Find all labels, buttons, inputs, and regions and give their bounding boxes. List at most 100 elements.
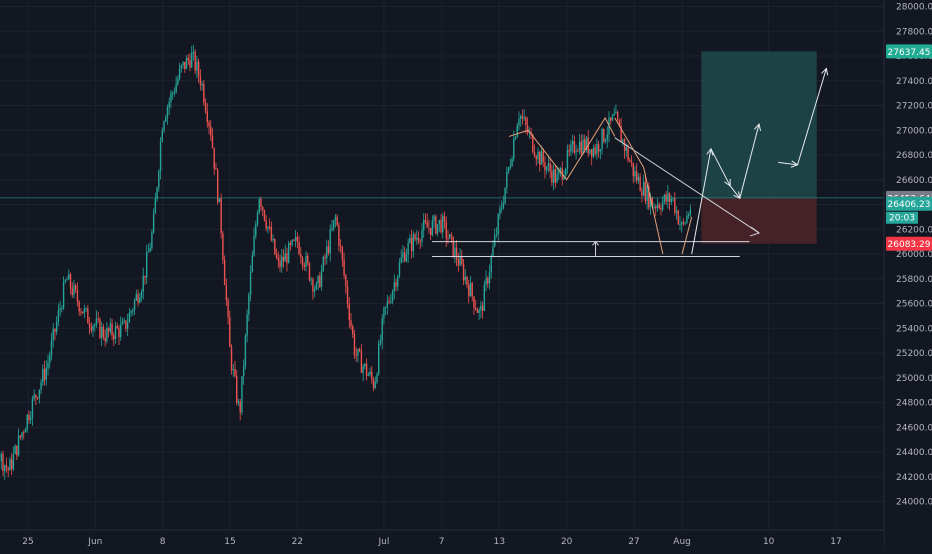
candle-body xyxy=(95,318,98,325)
candle-body xyxy=(634,171,636,177)
candle-body xyxy=(253,235,255,256)
candle-body xyxy=(85,308,87,310)
candle-body xyxy=(19,435,22,438)
position-zones xyxy=(701,51,817,244)
candle-body xyxy=(88,323,91,327)
candle-body xyxy=(203,83,205,103)
candle-body xyxy=(590,149,593,157)
candle-body xyxy=(421,230,423,242)
candle-body xyxy=(575,150,577,153)
time-axis[interactable]: 25 Jun 8 15 22 Jul 7 13 20 27 Aug 10 17 xyxy=(0,529,884,550)
candle-body xyxy=(62,282,65,309)
candle-body xyxy=(601,129,603,150)
candle-body xyxy=(234,368,236,376)
candle-body xyxy=(262,206,264,211)
candle-body xyxy=(279,260,281,267)
candle-body xyxy=(267,226,269,229)
candle-body xyxy=(611,115,614,121)
candle-body xyxy=(455,247,458,260)
candle-body xyxy=(130,311,132,313)
x-tick-label: 25 xyxy=(22,537,33,547)
candle-body xyxy=(639,176,641,192)
candle-body xyxy=(5,465,8,468)
candle-body xyxy=(277,257,279,261)
candle-body xyxy=(518,118,520,126)
candle-body xyxy=(365,363,368,376)
projection-segment xyxy=(739,123,760,199)
candle-body xyxy=(59,308,61,311)
candle-body xyxy=(454,247,456,257)
candle-body xyxy=(573,141,576,153)
candle-body xyxy=(582,139,584,154)
candle-body xyxy=(61,308,63,310)
candle-body xyxy=(255,224,257,236)
candle-body xyxy=(118,328,120,338)
price-axis[interactable]: 28000.0027800.0027600.0027400.0027200.00… xyxy=(883,0,932,550)
candle-body xyxy=(603,129,605,142)
candle-body xyxy=(208,122,210,127)
candle-body xyxy=(372,379,375,388)
y-tick-label: 24600.00 xyxy=(896,423,932,433)
x-tick-label: Aug xyxy=(673,537,691,547)
candle-body xyxy=(191,52,193,68)
candle-body xyxy=(473,296,475,308)
candle-body xyxy=(29,417,32,421)
candle-body xyxy=(357,349,359,356)
candle-body xyxy=(54,328,56,332)
candle-body xyxy=(45,367,47,380)
candle-body xyxy=(225,284,228,301)
time-axis-background xyxy=(0,530,884,550)
x-tick-label: 20 xyxy=(561,537,573,547)
projection-arrow-head xyxy=(733,191,741,200)
candle-body xyxy=(656,204,659,209)
y-tick-label: 27400.00 xyxy=(896,77,932,87)
candle-body xyxy=(660,208,662,210)
candle-body xyxy=(236,375,238,403)
candle-body xyxy=(435,216,437,234)
candle-body xyxy=(66,279,68,281)
x-tick-label: 22 xyxy=(292,537,303,547)
pattern-line-drop xyxy=(614,117,664,255)
candle-body xyxy=(417,237,420,242)
candle-body xyxy=(469,283,472,297)
candle-body xyxy=(414,234,416,240)
candle-body xyxy=(40,382,42,390)
candle-body xyxy=(128,312,131,323)
x-tick-label: Jul xyxy=(377,537,389,547)
candle-body xyxy=(289,243,292,245)
candle-body xyxy=(478,309,480,313)
candle-body xyxy=(452,236,454,257)
candle-body xyxy=(371,371,373,380)
candle-body xyxy=(386,301,389,307)
candle-body xyxy=(305,255,307,267)
candle-body xyxy=(616,111,619,120)
candle-body xyxy=(315,283,318,290)
candle-body xyxy=(438,219,441,225)
candle-body xyxy=(184,61,186,69)
candle-body xyxy=(137,293,139,303)
candle-body xyxy=(320,270,323,288)
trend-line xyxy=(614,137,760,234)
countdown-label: 20:03 xyxy=(889,214,915,224)
candle-body xyxy=(331,228,333,230)
candle-body xyxy=(33,394,35,399)
candle-body xyxy=(509,165,511,168)
candle-body xyxy=(339,245,342,247)
candle-body xyxy=(433,216,435,221)
candle-body xyxy=(102,326,105,338)
candle-body xyxy=(282,256,285,262)
candle-body xyxy=(17,435,20,456)
candle-body xyxy=(540,151,543,165)
candle-body xyxy=(230,346,233,371)
candle-body xyxy=(556,174,558,183)
candle-body xyxy=(69,274,72,289)
candle-body xyxy=(222,233,224,260)
candle-body xyxy=(12,454,15,470)
candle-body xyxy=(246,314,248,336)
candle-body xyxy=(519,116,522,119)
candle-body xyxy=(402,252,404,258)
candle-body xyxy=(263,210,266,221)
candle-body xyxy=(9,459,11,471)
